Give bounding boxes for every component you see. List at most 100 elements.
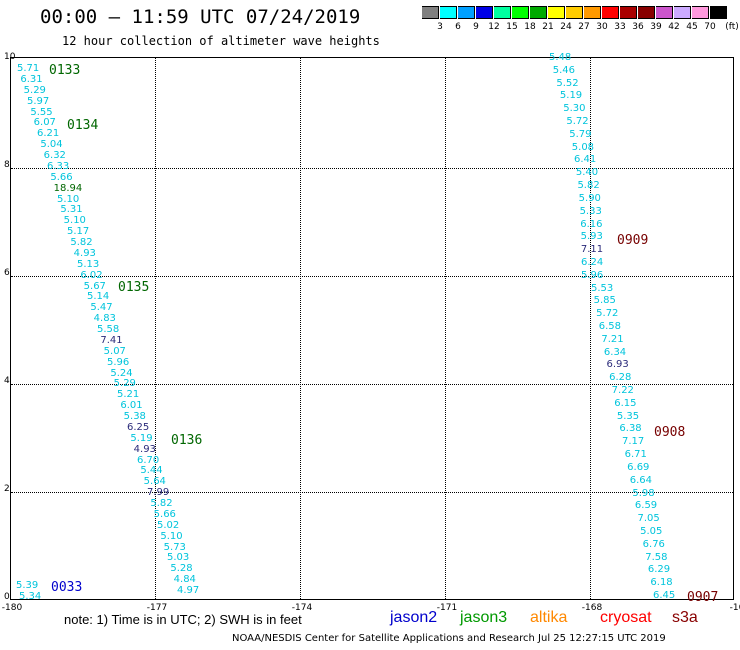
wave-height-value: 5.53 bbox=[591, 282, 614, 294]
color-scale-label: 30 bbox=[596, 22, 608, 32]
color-swatch bbox=[530, 6, 547, 19]
wave-height-value: 6.45 bbox=[653, 590, 676, 601]
wave-height-value: 6.59 bbox=[634, 500, 658, 512]
wave-height-value: 6.21 bbox=[37, 128, 60, 140]
wave-height-value: 5.35 bbox=[616, 410, 640, 422]
pass-label: 0908 bbox=[654, 425, 686, 440]
wave-height-value: 5.40 bbox=[575, 167, 599, 179]
wave-height-value: 5.52 bbox=[556, 77, 579, 89]
wave-height-value: 6.41 bbox=[574, 154, 597, 166]
y-tick-label: 0 bbox=[4, 592, 10, 602]
wave-height-value: 4.83 bbox=[93, 313, 116, 325]
color-scale-label: 9 bbox=[473, 22, 479, 32]
wave-height-value: 5.38 bbox=[123, 411, 146, 422]
wave-height-value: 5.55 bbox=[30, 106, 53, 118]
wave-height-value: 6.64 bbox=[629, 474, 653, 486]
color-swatch bbox=[440, 6, 457, 19]
wave-height-value: 6.29 bbox=[647, 564, 671, 576]
wave-height-value: 5.08 bbox=[571, 141, 595, 153]
wave-height-value: 5.73 bbox=[163, 541, 186, 553]
grid-line-vertical bbox=[590, 58, 591, 599]
wave-height-value: 6.93 bbox=[606, 359, 629, 371]
grid-line-horizontal bbox=[11, 168, 733, 169]
page-subtitle: 12 hour collection of altimeter wave hei… bbox=[62, 34, 380, 48]
color-scale-label: 70 bbox=[704, 22, 716, 32]
color-swatch bbox=[674, 6, 691, 19]
color-swatch bbox=[494, 6, 511, 19]
wave-height-value: 6.31 bbox=[20, 73, 43, 85]
pass-label: 0136 bbox=[171, 433, 203, 448]
wave-height-value: 6.71 bbox=[624, 449, 647, 461]
wave-height-value: 7.58 bbox=[645, 551, 668, 563]
wave-height-value: 5.03 bbox=[167, 552, 190, 564]
pass-label: 0135 bbox=[118, 280, 150, 295]
color-swatch bbox=[548, 6, 565, 19]
x-tick-label: -174 bbox=[291, 603, 313, 613]
wave-height-value: 5.85 bbox=[593, 295, 616, 307]
pass-label: 0133 bbox=[49, 63, 81, 78]
wave-height-value: 7.11 bbox=[580, 244, 604, 256]
color-scale-units: (ft) bbox=[725, 22, 739, 32]
wave-height-value: 6.18 bbox=[650, 577, 673, 589]
wave-height-value: 6.76 bbox=[642, 538, 665, 550]
wave-height-value: 5.19 bbox=[130, 432, 153, 444]
wave-height-value: 6.02 bbox=[80, 269, 103, 281]
wave-height-value: 7.99 bbox=[147, 487, 170, 499]
legend-entry: s3a bbox=[672, 609, 698, 626]
grid-line-vertical bbox=[155, 58, 156, 599]
x-tick-label: -171 bbox=[436, 603, 458, 613]
pass-label: 0033 bbox=[51, 580, 83, 595]
legend-entry: cryosat bbox=[600, 609, 652, 626]
wave-height-value: 5.07 bbox=[103, 345, 126, 357]
wave-height-value: 18.94 bbox=[53, 182, 83, 194]
legend-entry: jason2 bbox=[390, 609, 438, 626]
wave-height-value: 5.02 bbox=[157, 519, 180, 531]
footer-note: note: 1) Time is in UTC; 2) SWH is in fe… bbox=[64, 612, 302, 627]
color-scale-label: 27 bbox=[578, 22, 590, 32]
color-swatch bbox=[692, 6, 709, 19]
wave-height-value: 4.84 bbox=[173, 574, 196, 586]
wave-height-value: 6.69 bbox=[627, 461, 650, 473]
grid-line-vertical bbox=[445, 58, 446, 599]
y-tick-label: 6 bbox=[4, 268, 10, 278]
wave-height-value: 5.66 bbox=[50, 171, 73, 183]
color-swatch bbox=[620, 6, 637, 19]
x-tick-label: -180 bbox=[1, 603, 23, 613]
color-swatch bbox=[422, 6, 439, 19]
wave-height-value: 5.96 bbox=[581, 269, 604, 281]
color-scale-label: 3 bbox=[437, 22, 443, 32]
wave-height-value: 5.10 bbox=[160, 530, 183, 542]
wave-height-value: 5.10 bbox=[63, 215, 86, 227]
wave-height-value: 5.79 bbox=[569, 128, 592, 140]
color-swatch bbox=[638, 6, 655, 19]
y-tick-label: 2 bbox=[4, 484, 10, 494]
color-scale-label: 42 bbox=[668, 22, 680, 32]
wave-height-value: 7.22 bbox=[611, 385, 634, 397]
color-scale-label: 21 bbox=[542, 22, 554, 32]
wave-height-value: 4.93 bbox=[133, 443, 156, 455]
wave-height-value: 5.13 bbox=[77, 258, 100, 270]
wave-height-value: 4.97 bbox=[177, 585, 200, 596]
wave-height-value: 5.90 bbox=[578, 192, 601, 204]
wave-height-value: 5.21 bbox=[117, 389, 140, 401]
wave-height-value: 5.34 bbox=[19, 591, 42, 602]
color-scale-label: 6 bbox=[455, 22, 461, 32]
x-tick-label: -168 bbox=[581, 603, 603, 613]
wave-height-value: 5.97 bbox=[27, 95, 50, 107]
color-scale-label: 39 bbox=[650, 22, 662, 32]
grid-line-vertical bbox=[300, 58, 301, 599]
color-swatch bbox=[656, 6, 673, 19]
wave-height-value: 5.29 bbox=[113, 378, 136, 390]
wave-height-value: 6.07 bbox=[33, 117, 56, 129]
wave-height-value: 5.71 bbox=[17, 63, 40, 74]
legend-entry: jason3 bbox=[460, 609, 508, 626]
wave-height-value: 5.19 bbox=[559, 90, 583, 102]
wave-height-value: 7.21 bbox=[601, 333, 624, 345]
legend-entry: altika bbox=[530, 609, 568, 626]
wave-height-value: 5.14 bbox=[87, 291, 110, 303]
wave-height-value: 6.70 bbox=[137, 454, 160, 466]
wave-height-value: 4.93 bbox=[73, 247, 96, 259]
pass-label: 0907 bbox=[687, 590, 719, 605]
grid-line-horizontal bbox=[11, 384, 733, 385]
wave-height-value: 5.93 bbox=[580, 231, 603, 243]
